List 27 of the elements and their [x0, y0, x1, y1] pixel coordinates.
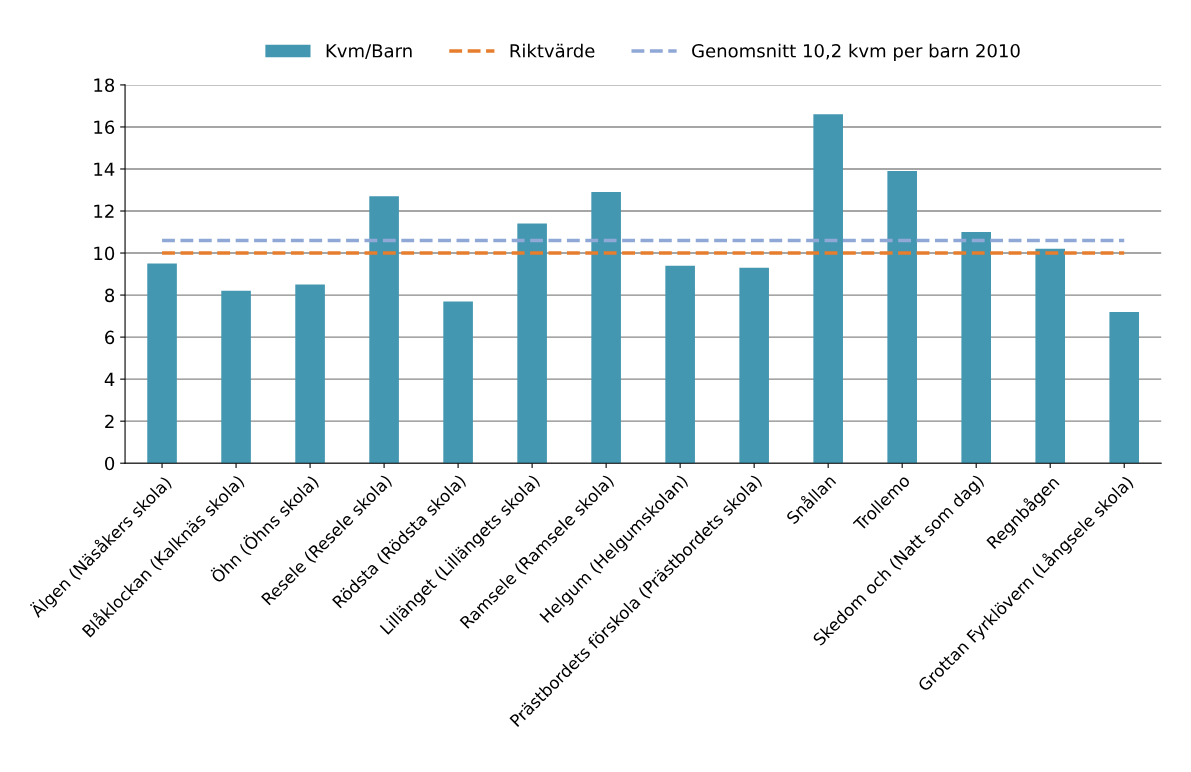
bar [739, 267, 769, 464]
bar [517, 223, 547, 464]
bar [147, 263, 177, 464]
bar [591, 192, 621, 464]
y-tick-label: 2 [105, 414, 114, 429]
y-tick-label: 16 [94, 120, 115, 135]
y-tick-label: 8 [105, 288, 115, 303]
y-tick-label: 10 [94, 246, 115, 261]
bar [961, 232, 991, 464]
bar [295, 284, 325, 464]
legend-label: Genomsnitt 10,2 kvm per barn 2010 [692, 43, 1020, 62]
y-tick-label: 0 [105, 456, 115, 471]
bar [369, 196, 399, 464]
y-tick-label: 4 [104, 372, 115, 386]
legend-label: Riktvärde [510, 43, 595, 58]
y-tick-label: 12 [94, 204, 114, 218]
bar [665, 265, 695, 464]
bar [813, 114, 843, 464]
bar [887, 171, 917, 464]
bar [1109, 311, 1140, 464]
bar [221, 290, 251, 464]
y-tick-label: 18 [94, 78, 115, 93]
y-tick-label: 14 [94, 162, 115, 176]
legend-label: Kvm/Barn [326, 44, 412, 60]
bar [1035, 248, 1066, 464]
bar [443, 301, 473, 464]
y-tick-label: 6 [105, 330, 115, 345]
